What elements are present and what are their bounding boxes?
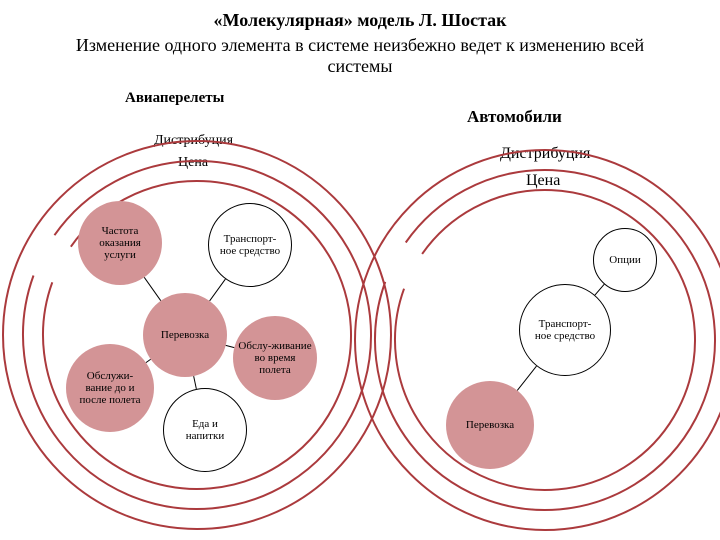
node-air_trans: Транспорт-ное средство [208,203,292,287]
node-car_move: Перевозка [446,381,534,469]
node-car_trans: Транспорт-ное средство [519,284,611,376]
node-air_freq: Частотаоказанияуслуги [78,201,162,285]
node-air_core: Перевозка [143,293,227,377]
node-air_in: Обслу-живаниево времяполета [233,316,317,400]
nodes-layer: ПеревозкаЧастотаоказанияуслугиТранспорт-… [0,0,720,540]
node-car_opt: Опции [593,228,657,292]
diagram-stage: «Молекулярная» модель Л. Шостак Изменени… [0,0,720,540]
node-air_pre: Обслужи-вание до ипосле полета [66,344,154,432]
node-air_food: Еда инапитки [163,388,247,472]
